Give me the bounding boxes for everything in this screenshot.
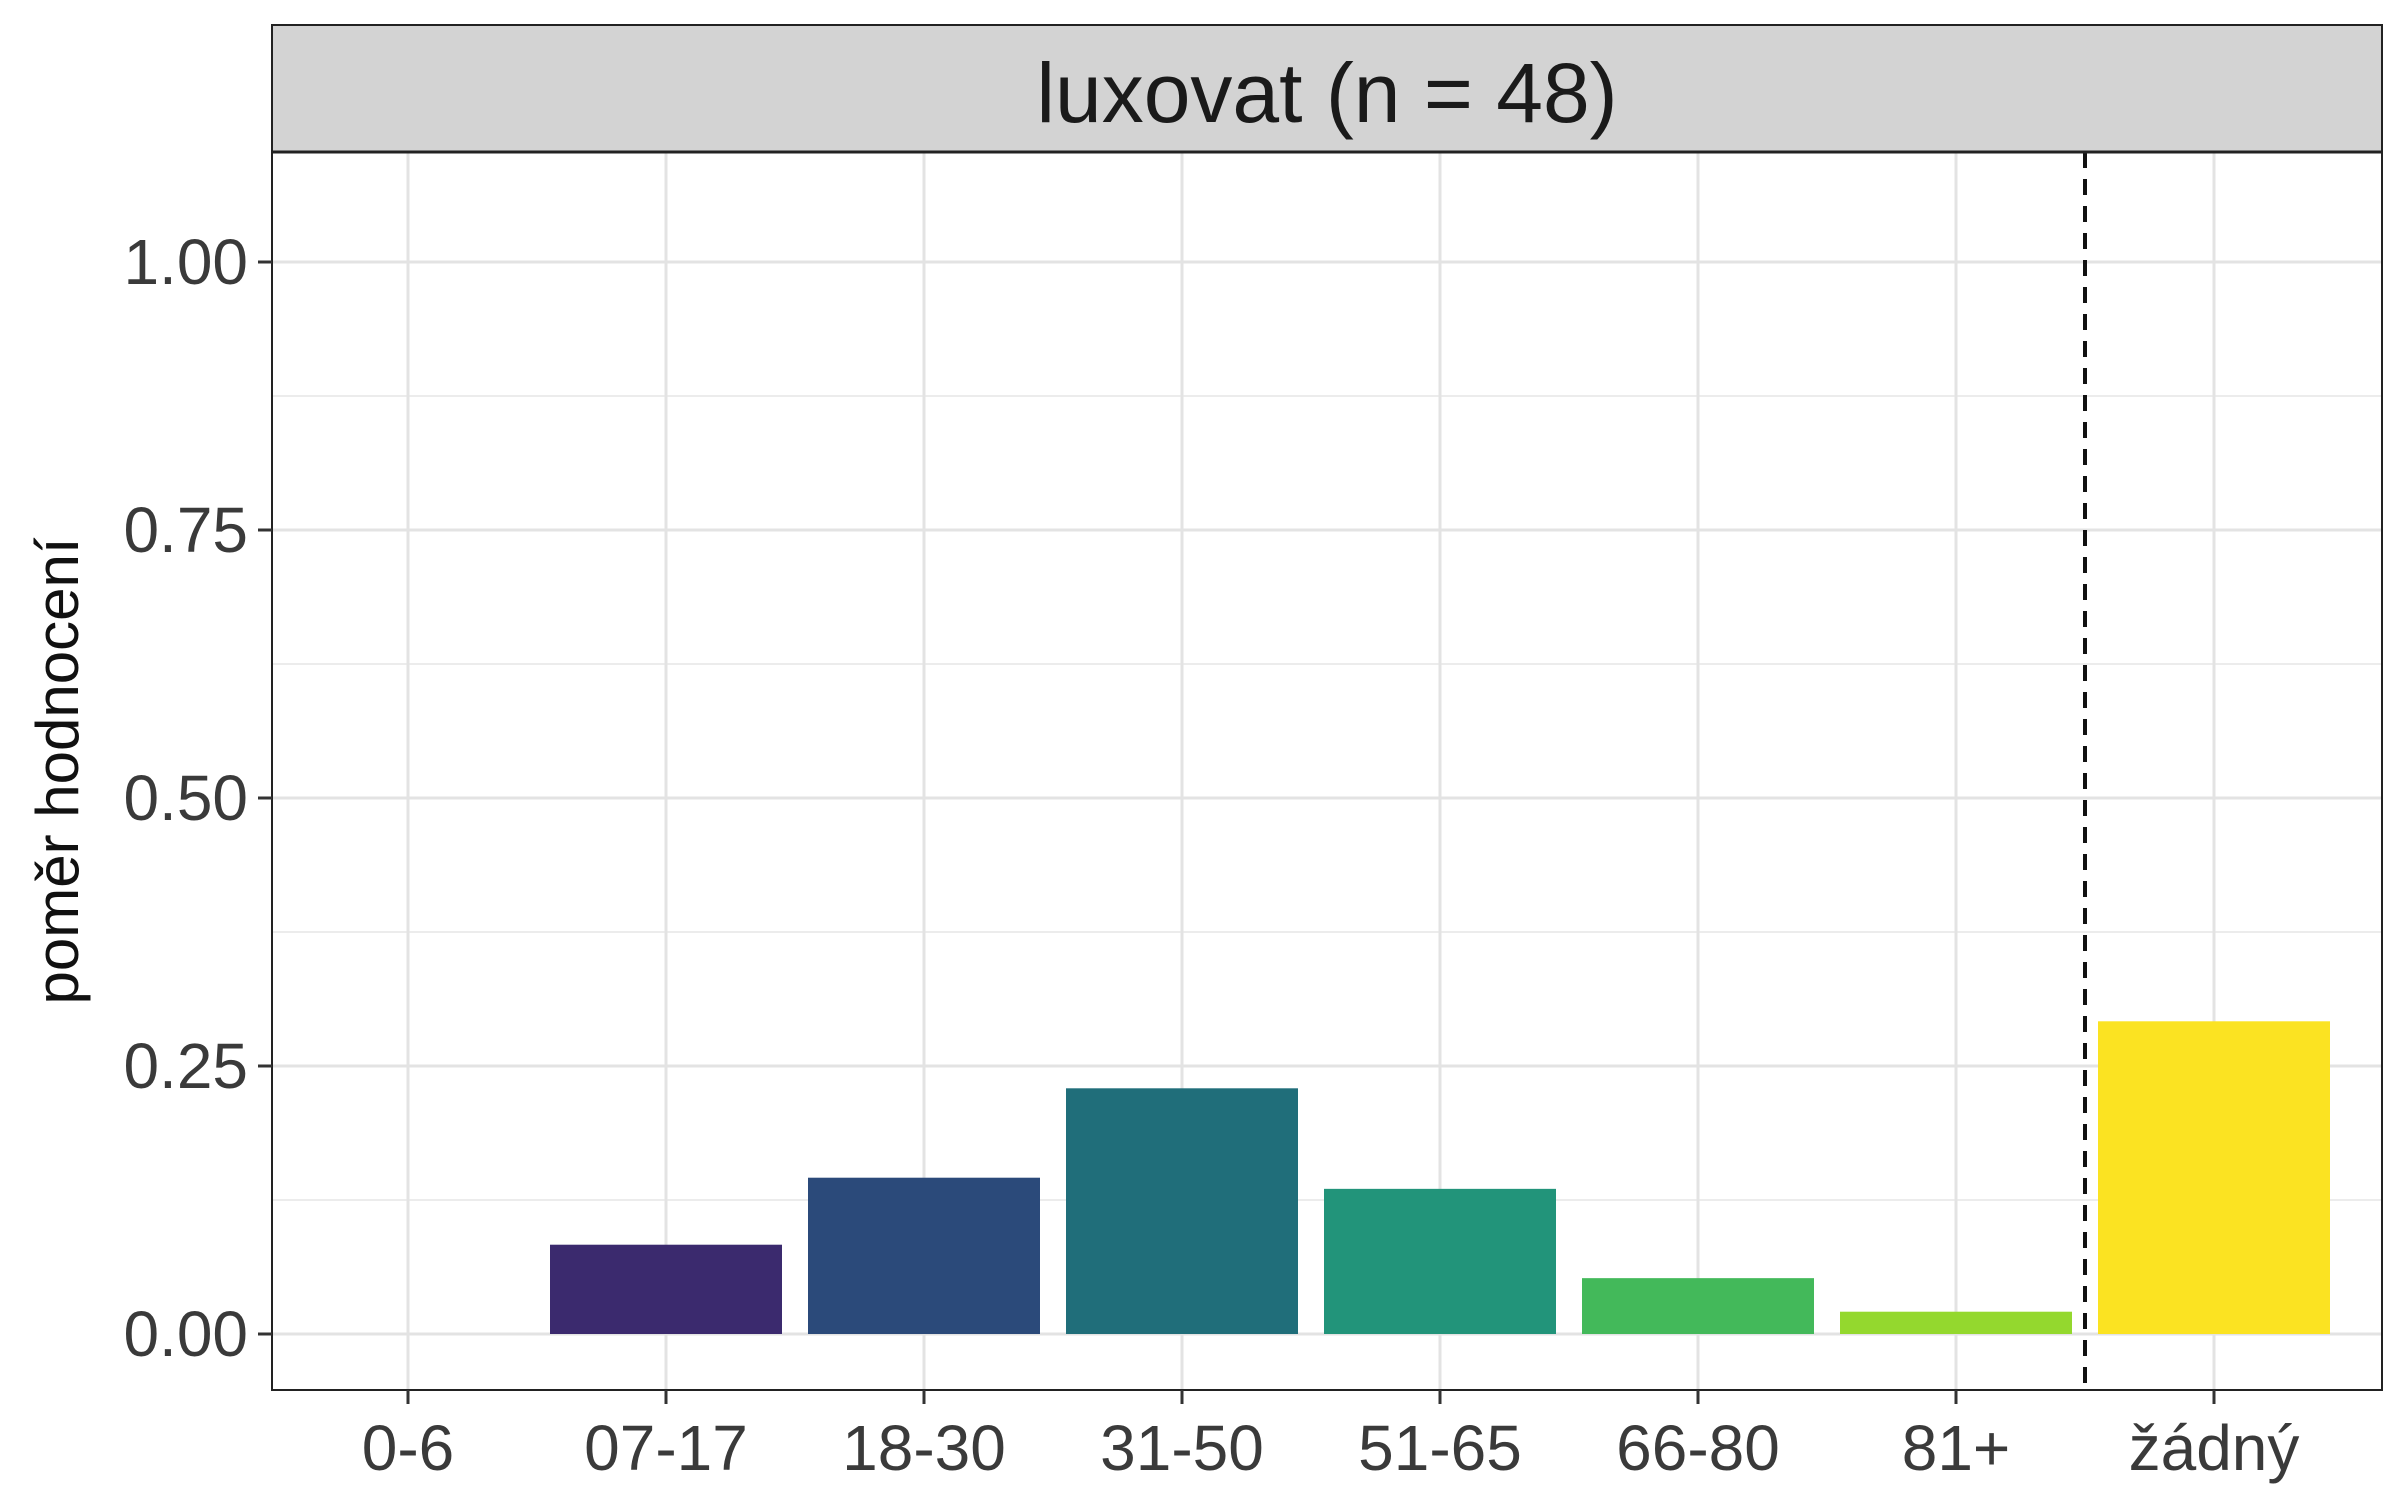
x-tick-label: 0-6 [362, 1412, 455, 1484]
bars [550, 1021, 2330, 1334]
bar-07-17 [550, 1244, 782, 1334]
y-axis-title: poměr hodnocení [24, 537, 91, 1004]
y-tick-label: 0.25 [123, 1030, 248, 1102]
facet-title: luxovat (n = 48) [1036, 46, 1617, 140]
bar-66-80 [1582, 1278, 1814, 1334]
y-tick-label: 1.00 [123, 226, 248, 298]
x-tick-label: 51-65 [1358, 1412, 1522, 1484]
bar-31-50 [1066, 1088, 1298, 1334]
bar-18-30 [808, 1177, 1040, 1334]
y-tick-label: 0.00 [123, 1298, 248, 1370]
x-tick-label: 31-50 [1100, 1412, 1264, 1484]
x-tick-label: 66-80 [1616, 1412, 1780, 1484]
x-tick-label: 18-30 [842, 1412, 1006, 1484]
x-tick-label: 81+ [1902, 1412, 2011, 1484]
bar-51-65 [1324, 1188, 1556, 1334]
bar-žádný [2098, 1021, 2330, 1334]
bar-81+ [1840, 1311, 2072, 1334]
x-tick-label: 07-17 [584, 1412, 748, 1484]
plot-panel [272, 152, 2382, 1390]
axes: 0.00 0.25 0.50 0.75 1.00 0-6 07-17 18-30 31-50 51… [123, 226, 2299, 1484]
y-tick-label: 0.50 [123, 762, 248, 834]
y-tick-label: 0.75 [123, 494, 248, 566]
facet-strip [271, 24, 2383, 153]
x-tick-label: žádný [2129, 1412, 2300, 1484]
gridlines [272, 152, 2382, 1390]
